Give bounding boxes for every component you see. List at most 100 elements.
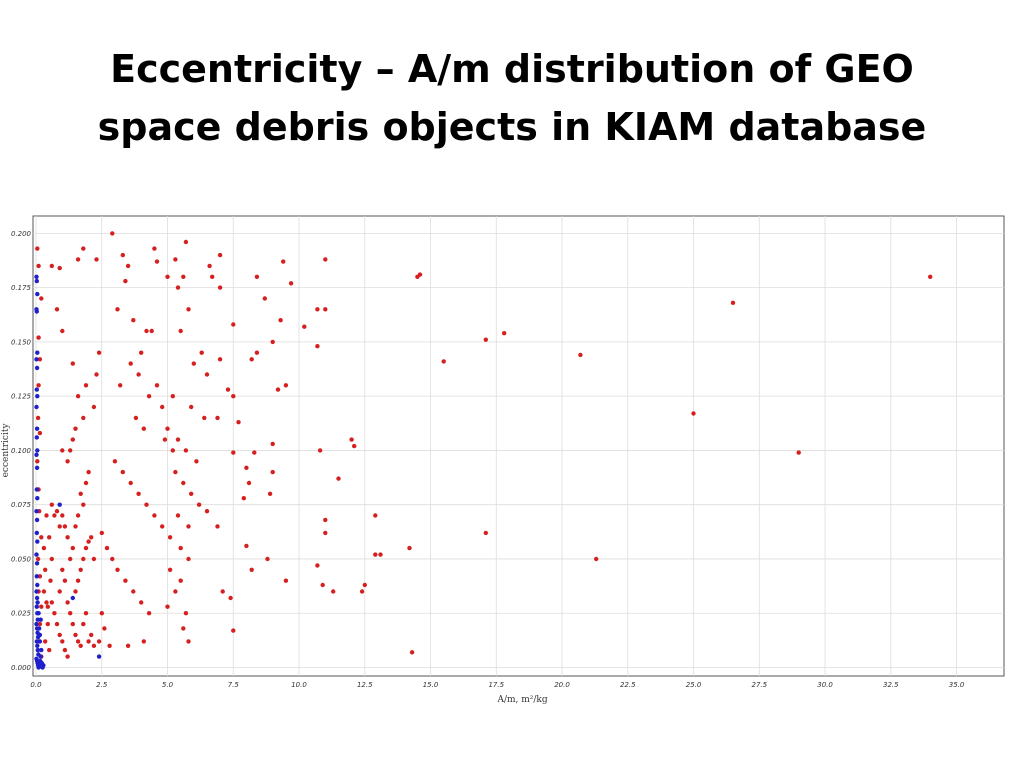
data-point [34, 530, 39, 536]
data-point [57, 632, 62, 638]
data-point [315, 344, 320, 349]
data-point [128, 480, 133, 486]
data-point [215, 524, 220, 529]
data-point [83, 611, 89, 616]
data-point [41, 545, 47, 551]
scatter-chart: 0.0 2.5 5.0 7.5 10.0 12.5 15.0 17.5 20.0 22.5 25.0… [1, 215, 1005, 705]
data-point [323, 257, 328, 262]
data-point [35, 246, 40, 251]
data-point [204, 372, 210, 377]
data-point [123, 278, 128, 284]
data-point [86, 469, 91, 475]
data-point [45, 621, 50, 627]
data-point [409, 650, 415, 655]
data-point [81, 415, 86, 421]
grid-lines [33, 216, 1004, 676]
data-point [54, 621, 60, 627]
data-point [352, 443, 357, 449]
data-point [730, 300, 736, 305]
data-point [167, 535, 173, 540]
data-point [231, 322, 236, 327]
data-point [144, 328, 149, 334]
data-point [252, 450, 257, 455]
data-point [104, 545, 110, 551]
data-point [217, 357, 223, 362]
data-point [73, 589, 78, 594]
data-point [323, 530, 328, 536]
data-point [35, 291, 40, 297]
data-point [68, 556, 73, 562]
data-point [75, 639, 81, 644]
data-point [65, 459, 70, 464]
data-point [48, 578, 53, 583]
data-point [323, 307, 328, 312]
data-point [281, 259, 286, 264]
data-point [65, 600, 70, 605]
data-point [362, 582, 367, 588]
data-point [34, 639, 39, 644]
data-point [60, 639, 65, 644]
data-point [154, 383, 160, 388]
data-point [70, 621, 76, 627]
data-point [99, 530, 105, 536]
data-point [34, 278, 39, 284]
data-point [41, 663, 46, 668]
data-point [68, 448, 73, 453]
data-point [52, 513, 57, 518]
data-point [131, 318, 136, 323]
data-point [86, 539, 91, 544]
data-point [35, 448, 40, 453]
x-tick-label: 5.0 [162, 681, 174, 689]
data-point [96, 654, 102, 659]
data-point [75, 513, 81, 518]
data-point [70, 545, 76, 551]
data-point [270, 469, 275, 475]
data-point [175, 285, 181, 290]
data-point [118, 383, 123, 388]
data-point [94, 257, 99, 262]
data-point [146, 394, 152, 399]
data-point [125, 263, 131, 269]
data-point [34, 604, 39, 609]
data-point [181, 626, 186, 631]
data-point [317, 448, 323, 453]
data-point [578, 352, 583, 358]
data-point [35, 643, 40, 648]
title-line-2: space debris objects in KIAM database [97, 105, 927, 149]
x-tick-label: 15.0 [423, 681, 439, 689]
data-point [331, 589, 336, 594]
data-point [34, 357, 39, 362]
data-point [34, 465, 40, 470]
data-point [202, 415, 207, 421]
data-point [186, 639, 191, 644]
data-point [149, 328, 154, 334]
data-point [283, 383, 289, 388]
data-point [131, 589, 136, 594]
data-point [83, 480, 89, 486]
data-point [178, 328, 183, 334]
data-point [57, 589, 62, 594]
data-point [37, 430, 43, 436]
data-point [34, 561, 40, 566]
x-tick-label: 2.5 [96, 681, 108, 689]
data-point [73, 524, 78, 529]
data-point [315, 307, 320, 312]
data-point [91, 556, 97, 562]
data-point [210, 274, 215, 279]
data-point [35, 415, 41, 421]
data-point [407, 545, 412, 551]
data-point [38, 654, 43, 659]
data-point [37, 357, 43, 362]
data-point [483, 337, 488, 342]
data-point [183, 448, 189, 453]
y-tick-label: 0.150 [11, 338, 32, 346]
data-point [199, 350, 204, 355]
x-tick-label: 10.0 [291, 681, 307, 689]
data-point [81, 246, 86, 251]
data-point [35, 394, 40, 399]
data-point [44, 600, 49, 605]
data-point [231, 628, 236, 633]
x-tick-label: 32.5 [883, 681, 899, 689]
data-point [178, 545, 183, 551]
data-point [89, 632, 94, 638]
